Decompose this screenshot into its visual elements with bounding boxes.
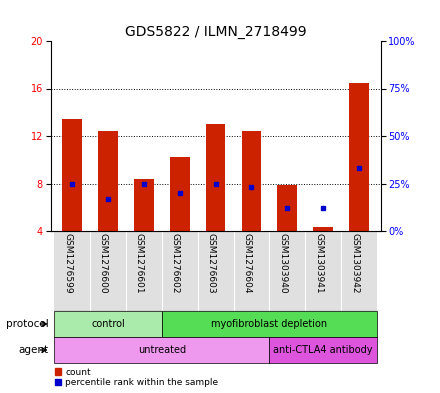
Text: GSM1276604: GSM1276604	[242, 233, 252, 294]
Legend: count, percentile rank within the sample: count, percentile rank within the sample	[55, 367, 218, 387]
Bar	[198, 231, 234, 311]
Text: GSM1303941: GSM1303941	[314, 233, 323, 294]
Bar	[54, 231, 90, 311]
Bar	[206, 124, 225, 231]
Text: untreated: untreated	[138, 345, 186, 355]
Bar	[313, 228, 333, 231]
Bar	[162, 231, 198, 311]
Text: GSM1303940: GSM1303940	[279, 233, 287, 294]
Bar	[126, 231, 162, 311]
Text: GSM1276602: GSM1276602	[171, 233, 180, 294]
Bar	[134, 179, 154, 231]
Text: GSM1303942: GSM1303942	[350, 233, 359, 294]
Bar	[242, 131, 261, 231]
Bar	[90, 231, 126, 311]
Bar	[341, 231, 377, 311]
Text: myofibroblast depletion: myofibroblast depletion	[211, 319, 327, 329]
Title: GDS5822 / ILMN_2718499: GDS5822 / ILMN_2718499	[125, 25, 306, 39]
Bar	[234, 231, 269, 311]
Bar	[98, 131, 118, 231]
Bar	[54, 337, 269, 363]
Bar	[278, 185, 297, 231]
Text: GSM1276600: GSM1276600	[99, 233, 108, 294]
Bar	[54, 311, 162, 337]
Bar	[170, 157, 190, 231]
Text: GSM1276603: GSM1276603	[207, 233, 216, 294]
Bar	[162, 311, 377, 337]
Bar	[269, 337, 377, 363]
Bar	[269, 231, 305, 311]
Text: control: control	[91, 319, 125, 329]
Bar	[305, 231, 341, 311]
Text: agent: agent	[18, 345, 48, 355]
Text: protocol: protocol	[6, 319, 48, 329]
Text: GSM1276601: GSM1276601	[135, 233, 144, 294]
Bar	[62, 119, 82, 231]
Text: anti-CTLA4 antibody: anti-CTLA4 antibody	[273, 345, 373, 355]
Text: GSM1276599: GSM1276599	[63, 233, 72, 294]
Bar	[349, 83, 369, 231]
